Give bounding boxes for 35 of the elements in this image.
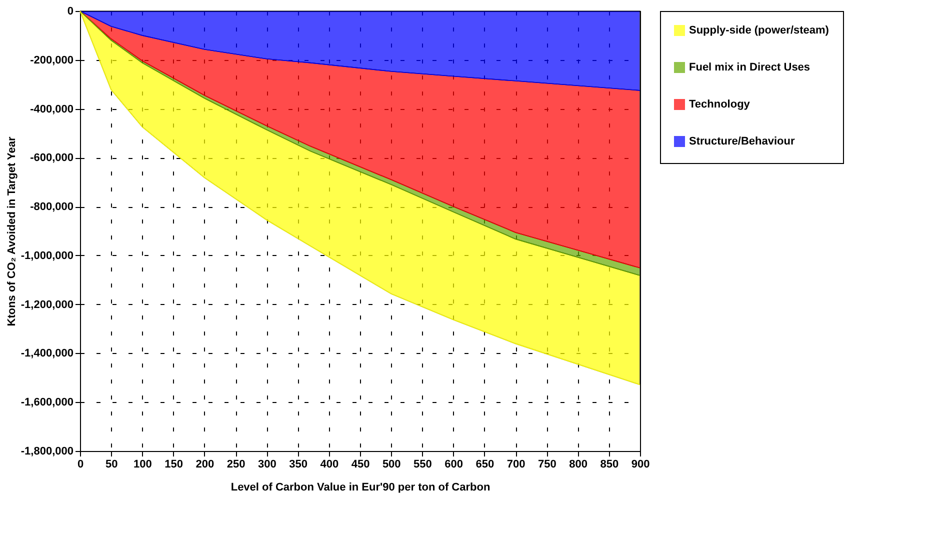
x-tick-label: 250 <box>226 458 246 470</box>
x-tick-label: 850 <box>600 458 619 470</box>
legend-label: Fuel mix in Direct Uses <box>689 62 810 74</box>
x-tick-label: 100 <box>134 458 152 470</box>
x-tick-label: 0 <box>77 458 84 470</box>
x-tick-label: 300 <box>258 458 276 470</box>
legend-label: Technology <box>689 98 751 110</box>
y-tick-label: -600,000 <box>30 152 74 164</box>
y-tick-label: -800,000 <box>30 201 74 214</box>
y-tick-label: -200,000 <box>30 54 74 66</box>
x-tick-label: 650 <box>476 458 494 470</box>
x-tick-label: 200 <box>196 458 214 470</box>
x-tick-label: 700 <box>506 458 526 470</box>
y-tick-label: -1,400,000 <box>20 348 74 360</box>
x-tick-label: 500 <box>382 458 401 470</box>
x-tick-label: 900 <box>631 458 650 470</box>
x-axis-title: Level of Carbon Value in Eur'90 per ton of Carbon <box>230 482 490 494</box>
legend-label: Structure/Behaviour <box>689 136 796 148</box>
x-tick-label: 350 <box>289 458 308 470</box>
y-tick-label: -1,800,000 <box>20 446 74 458</box>
x-tick-label: 800 <box>569 458 588 470</box>
y-tick-label: -400,000 <box>30 103 74 116</box>
x-tick-label: 450 <box>351 458 370 470</box>
x-tick-label: 150 <box>164 458 184 470</box>
x-tick-label: 50 <box>105 458 118 470</box>
y-tick-label: -1,600,000 <box>20 396 74 409</box>
x-tick-label: 400 <box>320 458 339 470</box>
x-tick-label: 550 <box>414 458 432 470</box>
y-tick-label: -1,000,000 <box>20 250 74 262</box>
x-tick-label: 600 <box>444 458 464 470</box>
x-tick-label: 750 <box>538 458 556 470</box>
legend-label: Supply-side (power/steam) <box>689 24 830 36</box>
y-tick-label: 0 <box>67 6 74 18</box>
y-axis-title: Ktons of CO₂ Avoided in Target Year <box>6 136 18 326</box>
y-tick-label: -1,200,000 <box>20 298 74 311</box>
